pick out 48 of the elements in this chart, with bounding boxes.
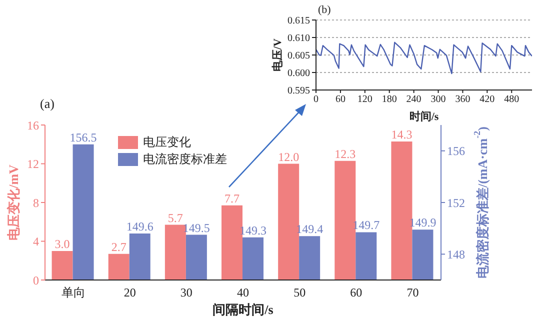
x-tick-label: 60 bbox=[350, 286, 362, 300]
data-label: 2.7 bbox=[111, 240, 126, 254]
y-tick-label: 16 bbox=[27, 118, 39, 132]
bar bbox=[52, 250, 73, 280]
y-tick-label: 0 bbox=[33, 273, 39, 288]
y-tick-label: 12 bbox=[27, 157, 39, 172]
x-tick-label: 180 bbox=[382, 94, 397, 106]
x-tick-label: 240 bbox=[406, 94, 422, 106]
x-tick-label: 70 bbox=[406, 286, 419, 300]
x-tick-label: 单向 bbox=[61, 286, 86, 300]
y-tick-label: 0.610 bbox=[288, 33, 310, 44]
y-tick-label: 4 bbox=[33, 234, 39, 249]
x-tick-label: 480 bbox=[504, 94, 520, 106]
y-tick-label: 0.595 bbox=[288, 86, 310, 97]
x-tick-label: 300 bbox=[430, 94, 446, 106]
y2-tick-label: 152 bbox=[447, 196, 465, 210]
y-axis-title: 电压/V bbox=[271, 38, 284, 72]
x-tick-label: 360 bbox=[455, 94, 470, 106]
data-label: 12.3 bbox=[334, 146, 356, 161]
data-label: 14.3 bbox=[391, 127, 412, 142]
y-tick-label: 8 bbox=[33, 196, 39, 210]
y-tick-label: 0.615 bbox=[288, 16, 310, 27]
data-label: 7.7 bbox=[224, 191, 240, 206]
chart-title: (b) bbox=[318, 4, 332, 16]
y-axis-title: 电压变化/mV bbox=[6, 164, 20, 240]
x-tick-label: 420 bbox=[480, 94, 495, 106]
x-tick-label: 40 bbox=[237, 286, 249, 300]
x-tick-label: 120 bbox=[357, 94, 372, 106]
data-label: 3.0 bbox=[54, 236, 70, 251]
x-tick-label: 60 bbox=[335, 94, 346, 106]
y-tick-label: 0.600 bbox=[288, 68, 310, 80]
legend-label: 电流密度标准差 bbox=[143, 151, 227, 168]
x-tick-label: 0 bbox=[314, 94, 318, 106]
data-label: 5.7 bbox=[168, 210, 183, 225]
legend-label: 电压变化 bbox=[143, 134, 191, 151]
data-label: 156.5 bbox=[70, 130, 97, 144]
x-tick-label: 20 bbox=[124, 286, 136, 300]
y2-tick-label: 156 bbox=[447, 144, 465, 158]
y-tick-label: 0.605 bbox=[288, 50, 310, 62]
x-axis-title: 时间/s bbox=[409, 110, 440, 123]
x-axis-title: 间隔时间/s bbox=[212, 302, 274, 317]
x-tick-label: 50 bbox=[294, 286, 306, 300]
y2-tick-label: 148 bbox=[447, 247, 465, 262]
chart-title: (a) bbox=[40, 96, 54, 111]
data-label: 12.0 bbox=[278, 150, 300, 164]
data-label: 149.6 bbox=[126, 220, 154, 234]
line-series bbox=[316, 42, 532, 74]
x-tick-label: 30 bbox=[180, 286, 192, 300]
